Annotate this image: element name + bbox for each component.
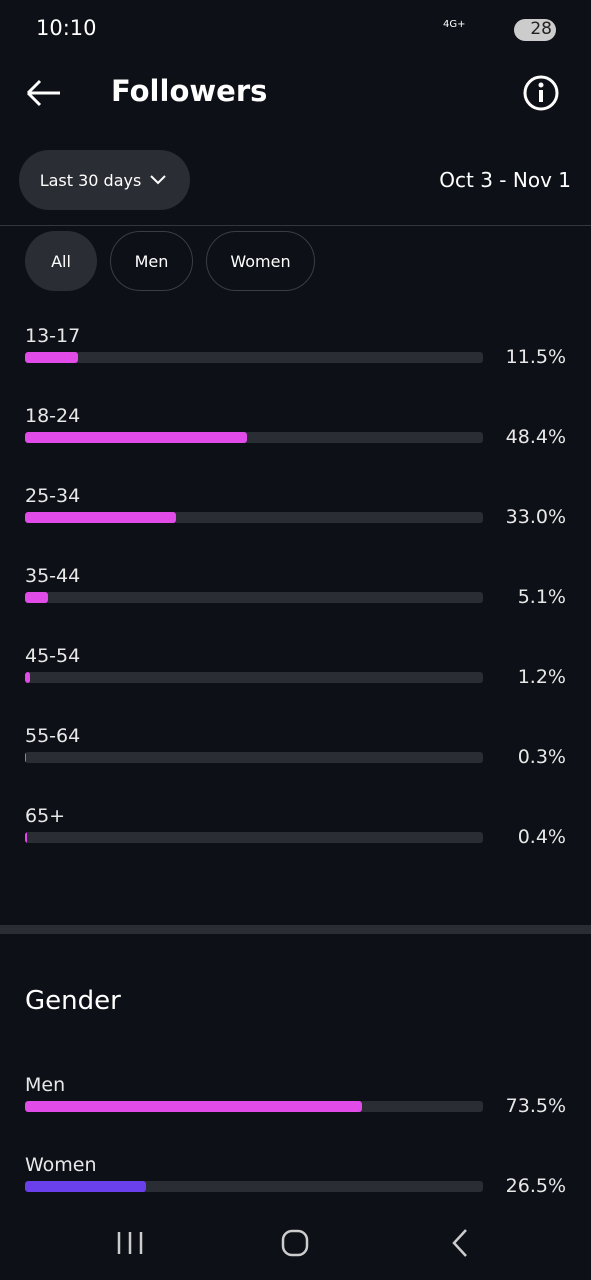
row-label: 45-54 [25,645,81,667]
value-label: 33.0% [505,506,566,528]
bar-track [25,512,483,523]
value-label: 73.5% [505,1095,566,1117]
bar-track [25,352,483,363]
value-label: 0.3% [517,746,566,768]
bar-track [25,752,483,763]
value-label: 48.4% [505,426,566,448]
row-label: Men [25,1074,66,1096]
bar [25,592,49,603]
bar [25,672,31,683]
bar-track [25,592,483,603]
bar [25,832,27,843]
bar [25,432,247,443]
bar [25,352,78,363]
value-label: 11.5% [505,346,566,368]
row-label: 35-44 [25,565,81,587]
battery: 28 [514,19,556,41]
bar [25,1181,147,1192]
value-label: 0.4% [517,826,566,848]
divider [0,225,591,226]
bar [25,1101,362,1112]
tab[interactable]: Women [206,231,315,291]
nav-bar [0,1208,591,1280]
row-label: 55-64 [25,725,81,747]
gender-chart: Men 73.5% Women 26.5% [25,1074,566,1197]
row-label: 65+ [25,805,66,827]
bar [25,752,27,763]
home-button[interactable] [275,1226,315,1260]
row-label: 25-34 [25,485,81,507]
row-label: Women [25,1154,97,1176]
section-divider [0,925,591,934]
value-label: 26.5% [505,1175,566,1197]
recents-button[interactable] [105,1228,155,1258]
clock: 10:10 [36,16,97,40]
bar-track [25,432,483,443]
info-button[interactable] [522,74,560,112]
tab[interactable]: All [25,231,97,291]
date-button-label: Last 30 days [39,170,142,190]
nav-back-button[interactable] [440,1226,480,1260]
network: 4G+ [443,19,466,30]
row-label: 18-24 [25,405,81,427]
bar-track [25,672,483,683]
page-title: Followers [111,74,268,108]
bar [25,512,177,523]
back-button[interactable] [24,78,64,108]
section-title: Gender [25,986,121,1016]
date-range: Oct 3 - Nov 1 [439,168,571,192]
bar-track [25,1101,483,1112]
bar-track [25,832,483,843]
tab[interactable]: Men [110,231,193,291]
value-label: 5.1% [517,586,566,608]
date-button[interactable]: Last 30 days [19,150,190,210]
row-label: 13-17 [25,325,81,347]
chevron [150,175,167,185]
bar-track [25,1181,483,1192]
value-label: 1.2% [517,666,566,688]
